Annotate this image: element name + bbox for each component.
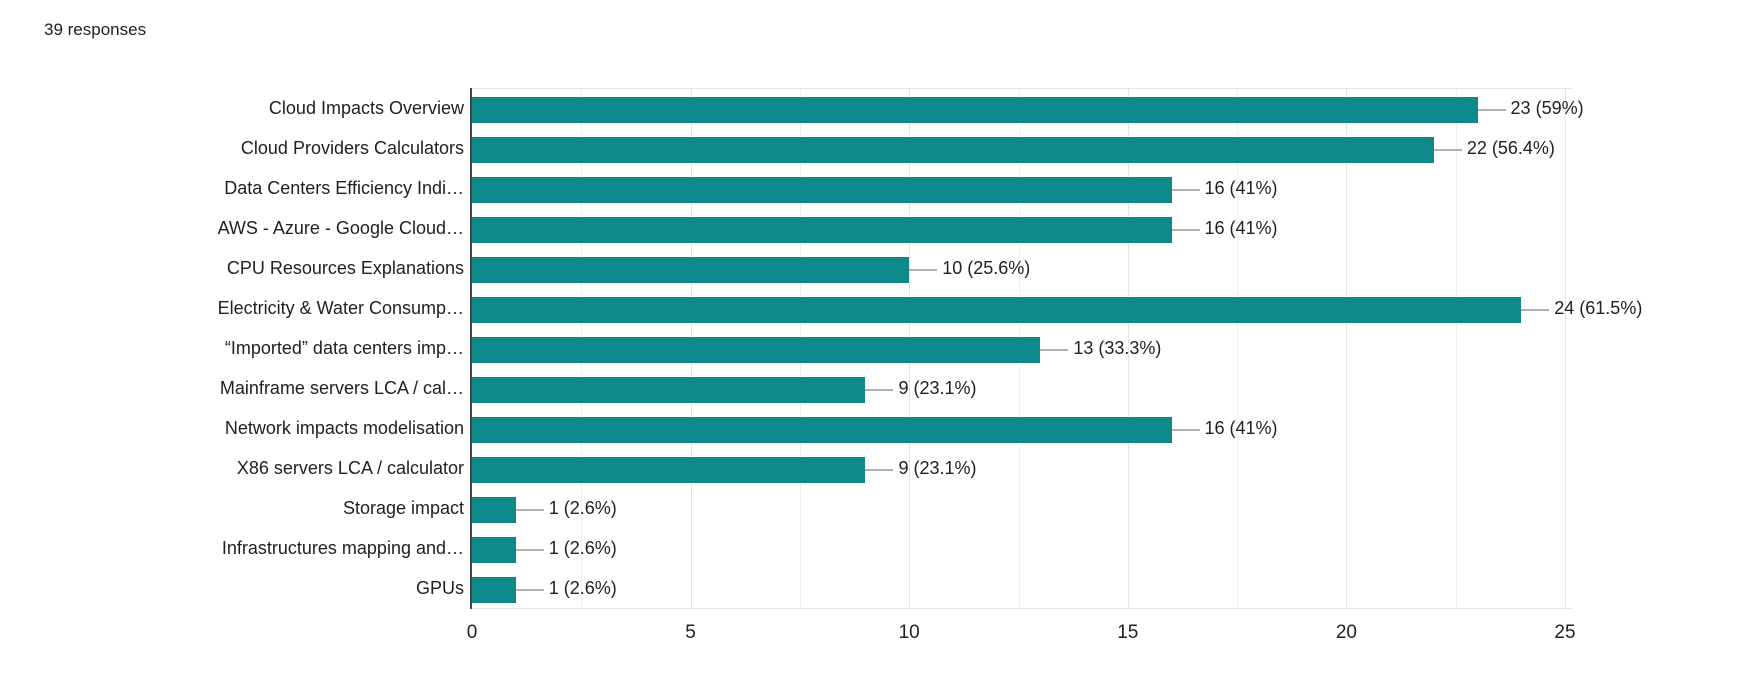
category-label: CPU Resources Explanations	[226, 258, 464, 278]
x-axis-tick-label: 20	[1335, 622, 1357, 643]
category-label: Infrastructures mapping and…	[221, 538, 464, 558]
leader-line	[1433, 149, 1462, 151]
category-label: GPUs	[415, 578, 464, 598]
bar	[472, 537, 516, 563]
value-label: 1 (2.6%)	[548, 578, 617, 598]
category-label: Electricity & Water Consump…	[217, 298, 464, 318]
leader-line	[865, 469, 894, 471]
value-label: 1 (2.6%)	[548, 538, 617, 558]
value-label: 24 (61.5%)	[1554, 298, 1643, 318]
leader-line	[515, 549, 544, 551]
value-label: 10 (25.6%)	[942, 258, 1031, 278]
bar	[472, 217, 1172, 243]
value-label: 16 (41%)	[1204, 178, 1278, 198]
x-axis-tick-label: 5	[685, 622, 696, 643]
category-label: Data Centers Efficiency Indi…	[224, 178, 464, 198]
bar	[472, 337, 1041, 363]
value-label: 9 (23.1%)	[898, 378, 977, 398]
minor-gridline	[1237, 88, 1238, 608]
leader-line	[865, 389, 894, 391]
x-axis-tick-label: 15	[1117, 622, 1139, 643]
leader-line	[515, 509, 544, 511]
major-gridline	[1346, 88, 1347, 608]
y-axis-line	[470, 88, 472, 609]
leader-line	[515, 589, 544, 591]
value-label: 13 (33.3%)	[1073, 338, 1162, 358]
plot-top-border	[470, 88, 1573, 89]
value-label: 1 (2.6%)	[548, 498, 617, 518]
bar	[472, 377, 866, 403]
value-label: 9 (23.1%)	[898, 458, 977, 478]
bar	[472, 497, 516, 523]
x-axis-tick-label: 25	[1554, 622, 1576, 643]
major-gridline	[1565, 88, 1566, 608]
minor-gridline	[1456, 88, 1457, 608]
bar	[472, 417, 1172, 443]
bar	[472, 137, 1434, 163]
leader-line	[1521, 309, 1550, 311]
bar	[472, 577, 516, 603]
bar	[472, 97, 1478, 123]
plot-bottom-border	[470, 608, 1573, 609]
leader-line	[1171, 229, 1200, 231]
leader-line	[1477, 109, 1506, 111]
value-label: 23 (59%)	[1510, 98, 1584, 118]
category-label: Storage impact	[342, 498, 464, 518]
category-label: Cloud Providers Calculators	[240, 138, 464, 158]
category-label: AWS - Azure - Google Cloud…	[217, 218, 464, 238]
responses-count-label: 39 responses	[44, 20, 147, 39]
leader-line	[909, 269, 938, 271]
bar	[472, 257, 910, 283]
leader-line	[1171, 189, 1200, 191]
major-gridline	[1128, 88, 1129, 608]
bar	[472, 457, 866, 483]
value-label: 16 (41%)	[1204, 218, 1278, 238]
x-axis-tick-label: 10	[898, 622, 920, 643]
category-label: “Imported” data centers imp…	[224, 338, 464, 358]
value-label: 22 (56.4%)	[1466, 138, 1555, 158]
category-label: X86 servers LCA / calculator	[236, 458, 464, 478]
leader-line	[1171, 429, 1200, 431]
value-label: 16 (41%)	[1204, 418, 1278, 438]
bar	[472, 297, 1522, 323]
category-label: Mainframe servers LCA / cal…	[219, 378, 464, 398]
category-label: Cloud Impacts Overview	[268, 98, 464, 118]
x-axis-tick-label: 0	[466, 622, 478, 643]
bar	[472, 177, 1172, 203]
leader-line	[1040, 349, 1069, 351]
category-label: Network impacts modelisation	[224, 418, 464, 438]
